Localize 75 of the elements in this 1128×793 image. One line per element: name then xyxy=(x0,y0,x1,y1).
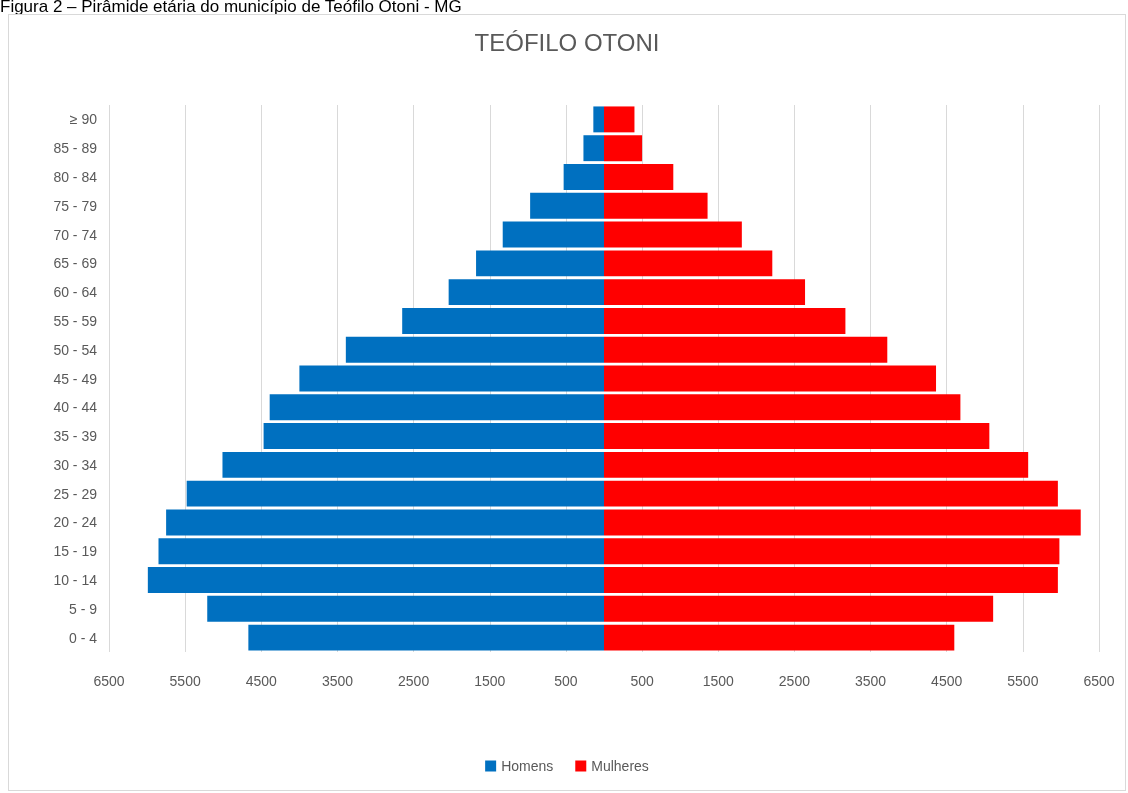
x-tick-label: 6500 xyxy=(1083,673,1115,689)
bar xyxy=(158,538,604,565)
bar xyxy=(502,221,604,248)
bar xyxy=(186,480,604,507)
x-tick-label: 500 xyxy=(554,673,578,689)
bar xyxy=(604,106,635,133)
bar xyxy=(207,595,604,622)
y-tick-label: 55 - 59 xyxy=(53,312,98,329)
bar xyxy=(604,192,708,219)
bar xyxy=(604,595,994,622)
y-tick-label: 5 - 9 xyxy=(68,600,98,617)
bar xyxy=(147,567,604,593)
y-tick-label: 15 - 19 xyxy=(53,543,98,560)
bar xyxy=(476,250,604,277)
x-tick-label: 4500 xyxy=(245,673,278,689)
y-tick-label: 25 - 29 xyxy=(53,485,98,502)
legend-label: Mulheres xyxy=(591,758,649,774)
bar xyxy=(530,192,604,219)
x-tick-label: 1500 xyxy=(702,673,735,689)
bar xyxy=(604,567,1058,593)
bar xyxy=(166,509,604,536)
y-tick-label: 80 - 84 xyxy=(53,168,98,185)
y-tick-label: 50 - 54 xyxy=(53,341,98,358)
bar xyxy=(604,336,888,363)
x-tick-label: 5500 xyxy=(169,673,201,689)
x-tick-label: 2500 xyxy=(398,673,430,689)
bar xyxy=(604,423,990,450)
x-tick-label: 6500 xyxy=(93,673,125,689)
y-tick-label: 40 - 44 xyxy=(53,399,98,416)
bar xyxy=(604,221,742,248)
y-tick-label: 20 - 24 xyxy=(53,514,98,531)
y-tick-label: 70 - 74 xyxy=(53,226,98,243)
bar xyxy=(563,164,604,190)
bar xyxy=(604,394,961,421)
y-tick-label: 45 - 49 xyxy=(53,370,98,387)
bar xyxy=(299,365,604,392)
x-tick-label: 5500 xyxy=(1007,673,1039,689)
legend-label: Homens xyxy=(501,758,554,774)
bar xyxy=(448,279,604,306)
bar xyxy=(248,624,604,651)
bar xyxy=(604,538,1060,565)
bar xyxy=(263,423,604,450)
bar xyxy=(604,164,674,190)
bar xyxy=(604,250,773,277)
bar xyxy=(604,279,806,306)
y-tick-label: 0 - 4 xyxy=(68,629,98,646)
x-tick-label: 3500 xyxy=(854,673,887,689)
bar xyxy=(604,509,1081,536)
y-tick-label: 85 - 89 xyxy=(53,140,98,157)
bar xyxy=(604,365,937,392)
bar xyxy=(604,307,846,334)
y-tick-label: 35 - 39 xyxy=(53,428,98,445)
bar xyxy=(402,307,604,334)
bar xyxy=(604,624,955,651)
bar xyxy=(222,451,604,478)
y-tick-label: 10 - 14 xyxy=(53,572,98,589)
y-tick-label: ≥ 90 xyxy=(69,111,98,128)
bar xyxy=(345,336,604,363)
x-tick-label: 500 xyxy=(630,673,654,689)
x-tick-label: 2500 xyxy=(778,673,811,689)
x-tick-label: 3500 xyxy=(321,673,354,689)
x-tick-label: 4500 xyxy=(931,673,963,689)
y-tick-label: 60 - 64 xyxy=(53,284,98,301)
bar xyxy=(269,394,604,421)
y-tick-label: 30 - 34 xyxy=(53,456,98,473)
bar xyxy=(593,106,604,133)
bar xyxy=(604,480,1058,507)
x-tick-label: 1500 xyxy=(474,673,506,689)
text: Figura 2 – Pirâmide etária do município de Teófilo Otoni - MG xyxy=(0,0,462,17)
y-tick-label: 65 - 69 xyxy=(53,255,98,272)
bar xyxy=(583,135,604,162)
bar xyxy=(604,451,1029,478)
y-tick-label: 75 - 79 xyxy=(53,197,98,214)
chart-title: TEÓFILO OTONI xyxy=(474,28,660,56)
bar xyxy=(604,135,643,162)
